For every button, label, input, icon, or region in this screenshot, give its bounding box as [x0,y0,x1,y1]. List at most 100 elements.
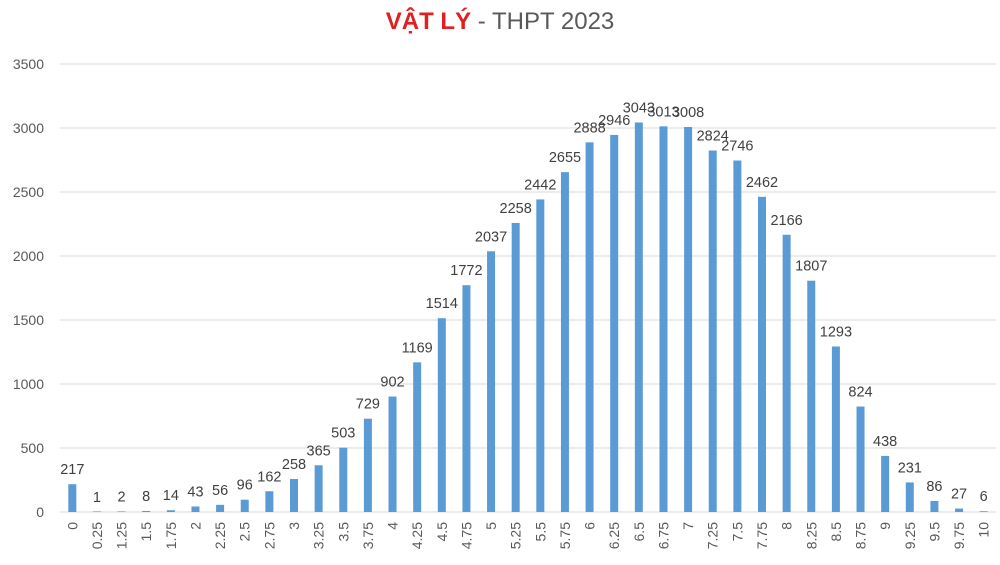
bar [856,406,865,512]
data-label: 8 [142,489,150,505]
bar [437,318,446,512]
x-tick-label: 1.25 [114,522,130,549]
data-label: 231 [898,460,922,476]
bar [831,346,840,512]
y-tick-label: 3000 [13,120,44,136]
data-label: 162 [257,469,281,485]
data-label: 365 [307,443,331,459]
data-label: 1514 [426,296,458,312]
y-tick-label: 500 [21,440,45,456]
data-label: 96 [237,478,253,494]
data-label: 3043 [623,100,655,116]
data-label: 2037 [475,229,507,245]
x-tick-label: 5.25 [508,522,524,549]
bar [905,482,914,512]
bar [117,511,126,512]
bar [708,150,717,512]
data-label: 3013 [647,104,679,120]
x-tick-label: 2.5 [237,522,253,542]
x-tick-label: 7.75 [754,522,770,549]
bar [339,447,348,512]
data-label: 2462 [746,175,778,191]
bar [388,396,397,512]
x-tick-label: 9.25 [902,522,918,549]
x-tick-label: 4 [385,522,401,530]
x-tick-label: 7.5 [729,522,745,542]
bar [536,199,545,512]
bar [733,160,742,512]
x-tick-label: 6.5 [631,522,647,542]
y-tick-label: 1000 [13,376,44,392]
data-label: 3008 [672,105,704,121]
bar [659,126,668,512]
data-label: 2746 [721,139,753,155]
data-label: 2655 [549,150,581,166]
data-label: 217 [60,462,84,478]
x-tick-label: 3 [286,522,302,530]
data-label: 14 [163,488,179,504]
y-tick-label: 0 [36,504,44,520]
data-label: 6 [980,489,988,505]
x-tick-label: 2.25 [212,522,228,549]
y-tick-label: 2000 [13,248,44,264]
x-tick-label: 8.25 [803,522,819,549]
bar [758,196,766,512]
x-tick-label: 9.75 [951,522,967,549]
bar [240,499,249,512]
data-label: 824 [848,385,872,401]
x-tick-label: 9 [877,522,893,530]
data-label: 2258 [500,201,532,217]
x-tick-label: 3.5 [335,522,351,542]
bar [511,222,520,512]
y-tick-label: 3500 [13,56,44,72]
data-label: 2442 [524,177,556,193]
bar [363,418,372,512]
data-label: 86 [926,479,942,495]
bar [487,251,496,512]
y-tick-label: 1500 [13,312,44,328]
data-label: 56 [212,483,228,499]
data-label: 43 [187,484,203,500]
chart-title: VẬT LÝ - THPT 2023 [0,8,1000,36]
x-tick-label: 2 [187,522,203,530]
x-tick-label: 8.5 [828,522,844,542]
x-tick-label: 6 [582,522,598,530]
bar [585,142,594,512]
x-tick-label: 4.75 [458,522,474,549]
bar [610,134,619,513]
x-tick-label: 10 [976,522,992,538]
x-tick-label: 0 [64,522,80,530]
x-tick-label: 1.75 [163,522,179,549]
data-label: 503 [331,426,355,442]
data-label: 2824 [697,129,729,145]
data-label: 1772 [450,263,482,279]
bar [955,508,964,512]
data-label: 2166 [770,213,802,229]
x-tick-label: 3.25 [311,522,327,549]
data-label: 902 [380,375,404,391]
data-label: 2 [118,490,126,506]
chart-title-rest: - THPT 2023 [471,8,615,35]
bar [807,280,816,512]
bar [216,504,225,512]
bar [413,362,422,512]
x-tick-label: 7 [680,522,696,530]
bar [684,126,693,512]
x-tick-label: 5.5 [532,522,548,542]
bar [191,506,200,512]
data-label: 438 [873,434,897,450]
bar [462,285,471,512]
bar [782,234,791,512]
x-tick-label: 8.75 [853,522,869,549]
bar [560,172,569,512]
x-tick-label: 6.75 [655,522,671,549]
bar [166,510,175,512]
x-tick-label: 8 [779,522,795,530]
bar [930,500,939,512]
x-tick-label: 0.25 [89,522,105,549]
bar [881,455,890,512]
y-tick-label: 2500 [13,184,44,200]
x-tick-label: 4.5 [434,522,450,542]
data-label: 1169 [402,340,433,356]
bar [142,510,151,512]
